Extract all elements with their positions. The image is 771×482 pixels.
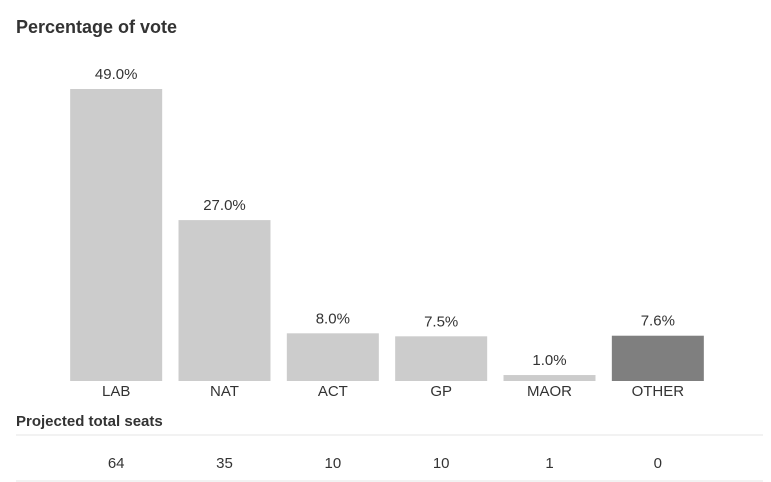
bar bbox=[178, 220, 271, 381]
seat-count: 10 bbox=[324, 455, 341, 472]
bar bbox=[503, 375, 596, 381]
value-label: 7.6% bbox=[641, 313, 675, 330]
seat-count: 1 bbox=[545, 455, 553, 472]
chart-title: Percentage of vote bbox=[16, 17, 177, 37]
value-label: 49.0% bbox=[95, 66, 138, 83]
x-tick-label: OTHER bbox=[632, 383, 685, 400]
value-label: 27.0% bbox=[203, 197, 246, 214]
bar bbox=[395, 336, 488, 381]
x-tick-label: NAT bbox=[210, 383, 239, 400]
bar bbox=[286, 333, 379, 381]
seat-count: 0 bbox=[654, 455, 662, 472]
x-tick-label: GP bbox=[430, 383, 452, 400]
value-label: 1.0% bbox=[532, 352, 566, 369]
value-label: 8.0% bbox=[316, 310, 350, 327]
x-tick-label: LAB bbox=[102, 383, 130, 400]
seat-count: 10 bbox=[433, 455, 450, 472]
x-tick-label: MAOR bbox=[527, 383, 572, 400]
bar bbox=[611, 335, 704, 381]
value-label: 7.5% bbox=[424, 313, 458, 330]
bar bbox=[70, 89, 163, 381]
x-tick-label: ACT bbox=[318, 383, 348, 400]
table-title: Projected total seats bbox=[16, 413, 163, 430]
seat-count: 35 bbox=[216, 455, 233, 472]
seat-count: 64 bbox=[108, 455, 125, 472]
